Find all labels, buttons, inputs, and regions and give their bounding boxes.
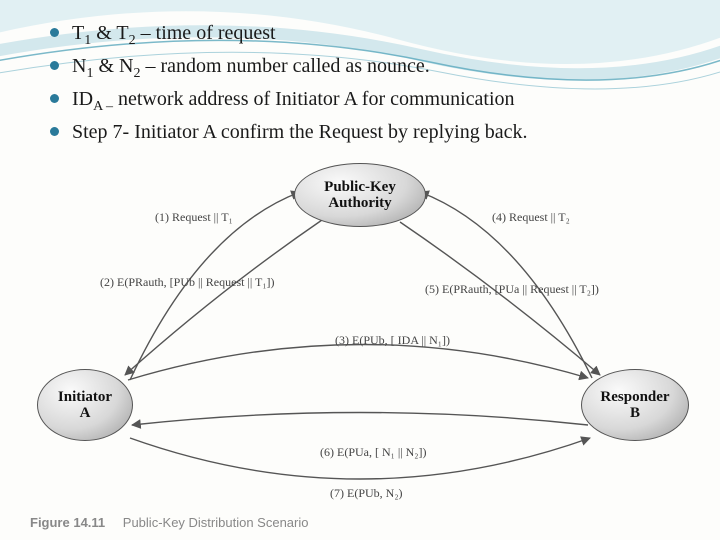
edge-label-e4: (4) Request || T₂ — [492, 210, 570, 225]
bullet-text: & N — [93, 55, 133, 77]
bullet-sub: 2 — [129, 33, 136, 48]
edge-label-e3: (3) E(PUb, [ IDA || N₁]) — [335, 333, 450, 348]
bullet-text: & T — [91, 22, 128, 44]
node-responder-b: Responder B — [581, 369, 689, 441]
node-initiator-a: Initiator A — [37, 369, 133, 441]
bullet-text: T — [72, 22, 84, 44]
edge-label-e6: (6) E(PUa, [ N₁ || N₂]) — [320, 445, 426, 460]
bullet-text: N — [72, 55, 86, 77]
figure-caption: Figure 14.11 Public-Key Distribution Sce… — [30, 515, 308, 530]
edge-e2 — [125, 220, 322, 375]
edge-label-e7: (7) E(PUb, N₂) — [330, 486, 403, 501]
bullet-text: Step 7- Initiator A confirm the Request … — [72, 121, 527, 143]
list-item: Step 7- Initiator A confirm the Request … — [50, 117, 690, 147]
node-label: B — [630, 405, 640, 422]
bullet-text: – random number called as nounce. — [140, 55, 429, 77]
figure-number: Figure 14.11 — [30, 515, 105, 530]
bullet-text: – time of request — [136, 22, 276, 44]
node-label: Initiator — [58, 389, 112, 406]
bullet-section: T1 & T2 – time of request N1 & N2 – rand… — [0, 0, 720, 147]
node-public-key-authority: Public-Key Authority — [294, 163, 426, 227]
edge-label-e5: (5) E(PRauth, [PUa || Request || T₂]) — [425, 282, 599, 297]
node-label: Responder — [600, 389, 669, 406]
list-item: T1 & T2 – time of request — [50, 18, 690, 51]
list-item: N1 & N2 – random number called as nounce… — [50, 51, 690, 84]
edge-label-e1: (1) Request || T₁ — [155, 210, 233, 225]
node-label: Public-Key — [324, 179, 396, 196]
edge-e3 — [128, 344, 588, 380]
list-item: IDA – network address of Initiator A for… — [50, 84, 690, 117]
edge-e6 — [132, 413, 588, 426]
bullet-list: T1 & T2 – time of request N1 & N2 – rand… — [50, 18, 690, 147]
figure-caption-text: Public-Key Distribution Scenario — [123, 515, 309, 530]
pk-distribution-diagram: Public-Key Authority Initiator A Respond… — [0, 150, 720, 540]
bullet-text: network address of Initiator A for commu… — [113, 88, 515, 110]
bullet-sub: A – — [93, 99, 113, 114]
node-label: A — [80, 405, 91, 422]
bullet-text: ID — [72, 88, 93, 110]
edge-label-e2: (2) E(PRauth, [PUb || Request || T₁]) — [100, 275, 275, 290]
node-label: Authority — [328, 195, 391, 212]
